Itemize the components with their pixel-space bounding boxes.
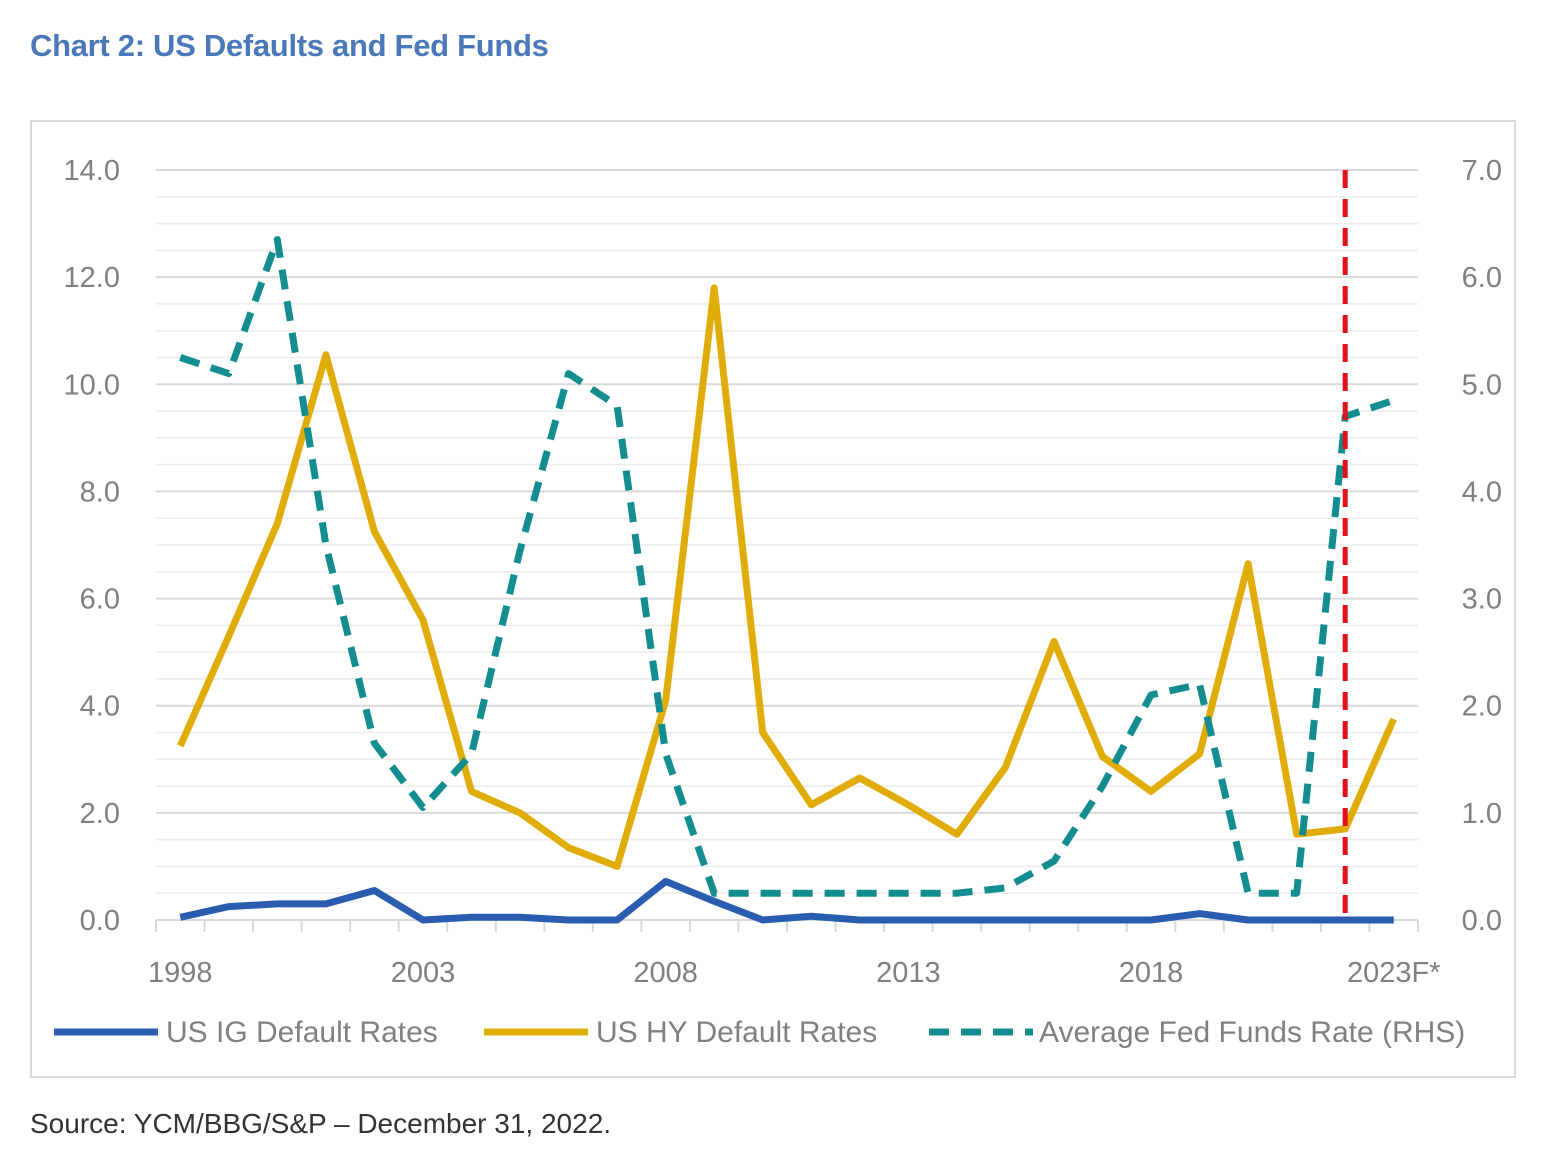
y-right-tick-label: 2.0	[1462, 691, 1502, 723]
chart-frame: 0.0 2.0 4.0 6.0 8.0 10.0 12.0 14.0 0.0 1.0 2.0 3.0…	[30, 120, 1516, 1078]
y-left-tick-label: 4.0	[80, 691, 120, 723]
x-axis-labels: 1998 2003 2008 2013 2018 2023F*	[148, 957, 1440, 989]
x-tick-label: 2003	[391, 957, 456, 989]
legend-label: Average Fed Funds Rate (RHS)	[1039, 1016, 1465, 1049]
y-left-tick-label: 12.0	[64, 262, 120, 294]
y-right-tick-label: 1.0	[1462, 798, 1502, 830]
x-tick-label: 2008	[633, 957, 698, 989]
source-note: Source: YCM/BBG/S&P – December 31, 2022.	[30, 1108, 612, 1139]
y-right-tick-label: 7.0	[1462, 155, 1502, 187]
y-left-tick-label: 0.0	[80, 905, 120, 937]
x-tick-label: 2018	[1119, 957, 1184, 989]
series-line-us-ig-default-rates	[179, 877, 1394, 924]
legend-label: US HY Default Rates	[596, 1016, 877, 1049]
series-lines	[177, 236, 1397, 924]
y-left-tick-label: 14.0	[64, 155, 120, 187]
x-tick-label: 2013	[876, 957, 941, 989]
chart-svg: 0.0 2.0 4.0 6.0 8.0 10.0 12.0 14.0 0.0 1.0 2.0 3.0…	[54, 155, 1502, 1049]
y-right-tick-label: 3.0	[1462, 584, 1502, 616]
x-tick-label: 2023F*	[1347, 957, 1441, 989]
y-right-tick-label: 6.0	[1462, 262, 1502, 294]
chart-title: Chart 2: US Defaults and Fed Funds	[30, 28, 549, 63]
grid-lines	[156, 169, 1418, 894]
legend-label: US IG Default Rates	[166, 1016, 438, 1049]
x-tick-label: 1998	[148, 957, 213, 989]
y-left-tick-label: 2.0	[80, 798, 120, 830]
y-left-tick-label: 8.0	[80, 476, 120, 508]
y-right-tick-label: 4.0	[1462, 476, 1502, 508]
legend: US IG Default Rates US HY Default Rates Av…	[54, 1016, 1465, 1049]
y-axis-left-labels: 0.0 2.0 4.0 6.0 8.0 10.0 12.0 14.0	[64, 155, 120, 937]
y-left-tick-label: 6.0	[80, 584, 120, 616]
series-line-average-fed-funds-rate-rhs	[179, 236, 1395, 897]
y-left-tick-label: 10.0	[64, 369, 120, 401]
y-right-tick-label: 5.0	[1462, 369, 1502, 401]
series-line-us-hy-default-rates	[177, 284, 1397, 870]
y-right-tick-label: 0.0	[1462, 905, 1502, 937]
y-axis-right-labels: 0.0 1.0 2.0 3.0 4.0 5.0 6.0 7.0	[1462, 155, 1502, 937]
x-axis	[155, 919, 1419, 932]
